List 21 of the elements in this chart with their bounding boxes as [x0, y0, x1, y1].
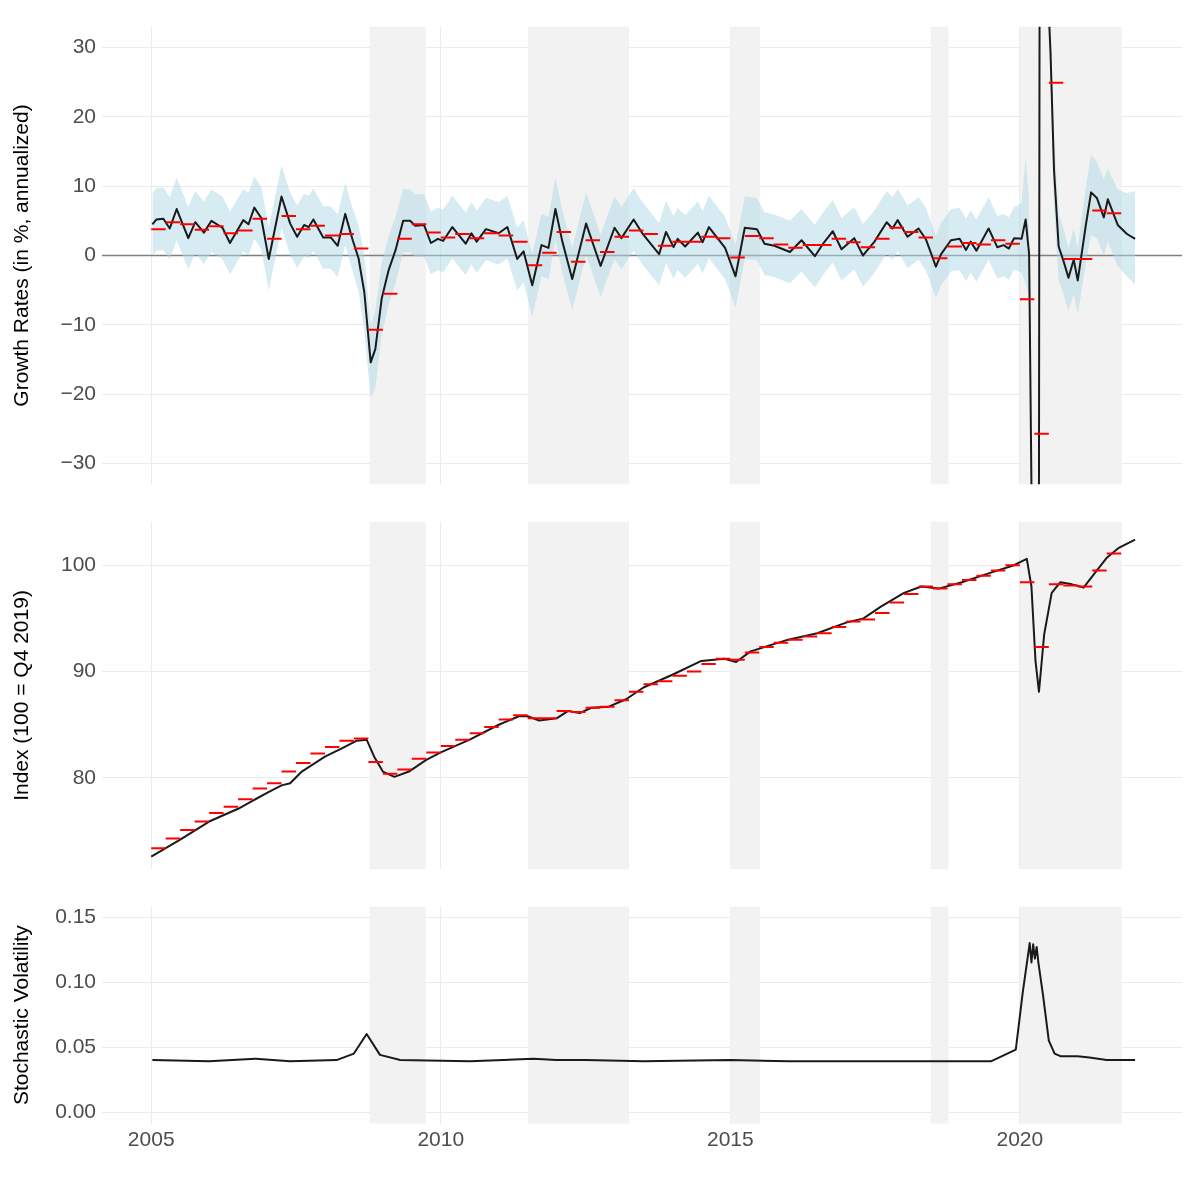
y-tick-label: 30	[72, 34, 96, 58]
y-tick-label: 10	[72, 172, 96, 196]
y-tick-label: 90	[72, 658, 96, 682]
y-tick-label: 20	[72, 103, 96, 127]
x-tick-label: 2015	[706, 1127, 754, 1151]
y-axis-title: Stochastic Volatility	[9, 924, 33, 1106]
y-tick-label: −30	[60, 450, 96, 474]
y-tick-label: 0.05	[55, 1033, 96, 1057]
y-axis-title: Growth Rates (in %, annualized)	[9, 104, 33, 407]
y-tick-label: 0.10	[55, 968, 96, 992]
y-tick-label: 100	[60, 552, 96, 575]
y-tick-label: 80	[72, 764, 96, 788]
y-tick-label: −10	[60, 311, 96, 335]
y-tick-label: 0	[84, 242, 96, 266]
x-tick-label: 2005	[127, 1127, 175, 1151]
y-tick-label: 0.15	[55, 903, 96, 927]
y-axis-title: Index (100 = Q4 2019)	[9, 590, 33, 801]
y-tick-label: 0.00	[55, 1098, 96, 1122]
y-tick-label: −20	[60, 381, 96, 405]
x-tick-label: 2010	[417, 1127, 465, 1151]
x-tick-label: 2020	[996, 1127, 1044, 1151]
